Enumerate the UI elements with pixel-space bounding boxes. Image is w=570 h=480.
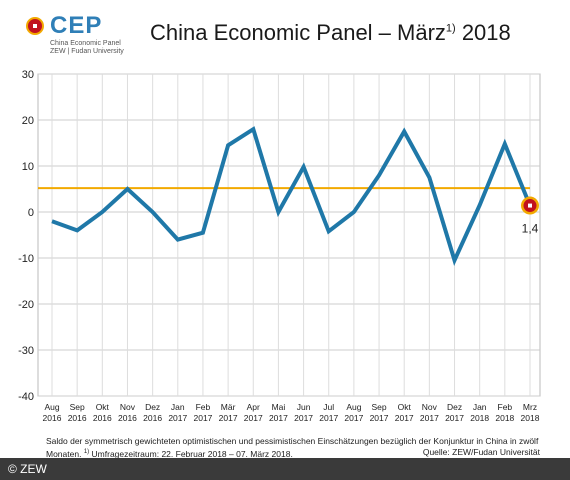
- x-tick-label-year: 2017: [168, 413, 187, 423]
- x-tick-label-year: 2017: [420, 413, 439, 423]
- footnote-line-1: Saldo der symmetrisch gewichteten optimi…: [46, 436, 539, 459]
- footnote-line-2: Umfragezeitraum: 22. Februar 2018 – 07. …: [89, 448, 293, 459]
- y-tick-label: -10: [18, 253, 34, 265]
- x-tick-label-month: Sep: [371, 402, 386, 412]
- y-tick-label: -40: [18, 391, 34, 403]
- copyright: © ZEW: [8, 462, 47, 476]
- x-tick-label-month: Jul: [323, 402, 334, 412]
- x-tick-label-year: 2016: [118, 413, 137, 423]
- x-tick-label-year: 2017: [219, 413, 238, 423]
- x-tick-label-month: Aug: [346, 402, 361, 412]
- source-note: Quelle: ZEW/Fudan Universität: [422, 447, 540, 457]
- x-tick-label-year: 2017: [294, 413, 313, 423]
- footnote: Saldo der symmetrisch gewichteten optimi…: [46, 436, 546, 460]
- y-tick-label: 0: [28, 207, 34, 219]
- x-tick-label-month: Mai: [272, 402, 286, 412]
- x-tick-label-month: Jun: [297, 402, 311, 412]
- x-tick-label-month: Dez: [447, 402, 462, 412]
- y-tick-label: -20: [18, 299, 34, 311]
- footnote-superscript: 1): [83, 449, 90, 455]
- x-tick-label-month: Okt: [96, 402, 110, 412]
- x-tick-label-year: 2018: [495, 413, 514, 423]
- last-point-marker-center: [528, 203, 532, 208]
- x-tick-label-year: 2017: [445, 413, 464, 423]
- x-tick-label-year: 2017: [244, 413, 263, 423]
- x-tick-label-year: 2017: [344, 413, 363, 423]
- x-tick-label-year: 2017: [269, 413, 288, 423]
- x-tick-label-year: 2017: [193, 413, 212, 423]
- x-tick-label-month: Mär: [221, 402, 236, 412]
- x-tick-label-year: 2016: [143, 413, 162, 423]
- x-tick-label-year: 2018: [470, 413, 489, 423]
- x-tick-label-month: Feb: [196, 402, 211, 412]
- x-tick-label-month: Aug: [44, 402, 59, 412]
- x-tick-label-month: Nov: [120, 402, 136, 412]
- y-tick-label: 20: [22, 115, 34, 127]
- x-tick-label-year: 2018: [521, 413, 540, 423]
- series-line: [51, 126, 532, 266]
- y-tick-label: 30: [22, 69, 34, 81]
- line-chart: 3020100-10-20-30-40Aug2016Sep2016Okt2016…: [18, 69, 541, 423]
- x-tick-label-month: Dez: [145, 402, 160, 412]
- title-text: China Economic Panel – März: [150, 20, 446, 45]
- cep-logo: CEP China Economic Panel ZEW | Fudan Uni…: [26, 12, 136, 55]
- x-tick-label-year: 2016: [93, 413, 112, 423]
- header: CEP China Economic Panel ZEW | Fudan Uni…: [0, 0, 570, 62]
- x-tick-label-year: 2017: [370, 413, 389, 423]
- x-tick-label-month: Feb: [498, 402, 513, 412]
- x-tick-label-year: 2017: [395, 413, 414, 423]
- x-tick-label-month: Nov: [422, 402, 438, 412]
- x-tick-label-month: Jan: [171, 402, 185, 412]
- x-tick-label-year: 2016: [43, 413, 62, 423]
- logo-subtitle-1: China Economic Panel: [50, 40, 121, 47]
- x-tick-label-year: 2016: [68, 413, 87, 423]
- footer-bar: © ZEW: [0, 458, 570, 480]
- x-tick-label-year: 2017: [319, 413, 338, 423]
- title-year: 2018: [455, 20, 511, 45]
- x-tick-label-month: Mrz: [523, 402, 537, 412]
- cep-logo-icon: [26, 17, 44, 35]
- logo-subtitle-2: ZEW | Fudan University: [50, 48, 124, 55]
- title-superscript: 1): [445, 22, 456, 35]
- logo-word: CEP: [50, 12, 103, 39]
- x-tick-label-month: Apr: [247, 402, 260, 412]
- x-tick-label-month: Sep: [70, 402, 85, 412]
- last-value-label: 1,4: [522, 222, 539, 236]
- y-tick-label: -30: [18, 345, 34, 357]
- plot-area: [37, 73, 541, 397]
- y-tick-label: 10: [22, 161, 34, 173]
- chart-title: China Economic Panel – März1) 2018: [150, 20, 511, 46]
- x-tick-label-month: Okt: [398, 402, 412, 412]
- x-tick-label-month: Jan: [473, 402, 487, 412]
